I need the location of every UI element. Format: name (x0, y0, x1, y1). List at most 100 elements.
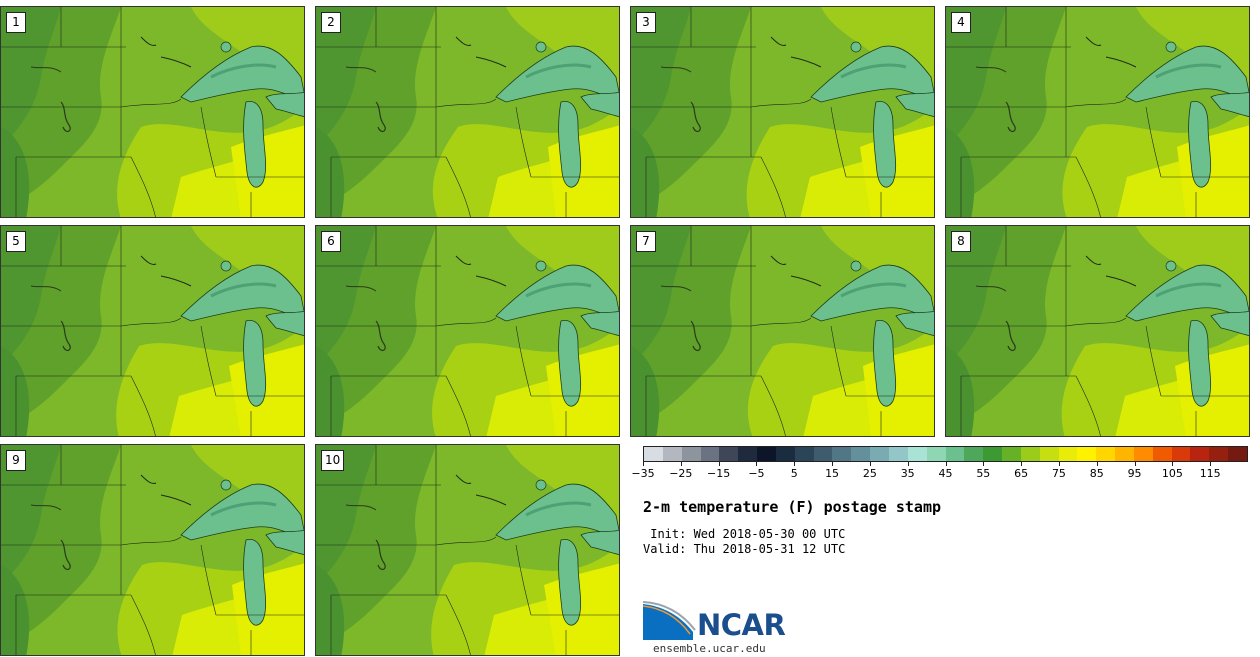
postage-stamp-panel-8: 8 (945, 225, 1250, 437)
temperature-map (946, 226, 1249, 436)
colorbar-cell (907, 447, 927, 461)
colorbar-cell (662, 447, 682, 461)
colorbar-cell (945, 447, 965, 461)
colorbar-tickmark (794, 462, 796, 466)
colorbar-cell (757, 447, 776, 461)
colorbar-cell (1002, 447, 1021, 461)
colorbar-tick-label: 95 (1127, 467, 1142, 480)
colorbar-tickmark (680, 462, 682, 466)
temperature-map (316, 7, 619, 217)
colorbar-tickmark (643, 462, 644, 466)
colorbar-cell (832, 447, 852, 461)
panel-label: 4 (951, 12, 971, 33)
colorbar-cell (870, 447, 889, 461)
panel-label: 6 (321, 231, 341, 252)
colorbar-tick-label: 65 (1014, 467, 1029, 480)
site-url: ensemble.ucar.edu (653, 642, 766, 655)
postage-stamp-panel-9: 9 (0, 444, 305, 656)
panel-label: 7 (636, 231, 656, 252)
colorbar-cell (1190, 447, 1210, 461)
postage-stamp-panel-5: 5 (0, 225, 305, 437)
colorbar-tick-label: −35 (631, 467, 655, 480)
colorbar-tickmark (1096, 462, 1098, 466)
postage-stamp-panel-4: 4 (945, 6, 1250, 218)
temperature-map (1, 226, 304, 436)
colorbar-cell (1228, 447, 1247, 461)
temperature-map (631, 7, 934, 217)
colorbar-cell (1096, 447, 1116, 461)
colorbar-tickmark (869, 462, 871, 466)
colorbar-tickmark (1172, 462, 1174, 466)
colorbar-tick-label: 5 (790, 467, 798, 480)
colorbar-cell (644, 447, 663, 461)
colorbar-tick-label: −25 (669, 467, 693, 480)
colorbar-tickmark (756, 462, 758, 466)
colorbar-cell (1039, 447, 1059, 461)
colorbar-cell (813, 447, 833, 461)
colorbar-tick-label: 75 (1051, 467, 1066, 480)
colorbar-cell (1077, 447, 1097, 461)
colorbar-tick-label: 45 (938, 467, 953, 480)
colorbar-cell (1020, 447, 1040, 461)
colorbar-tickmark (983, 462, 985, 466)
colorbar-cell (700, 447, 720, 461)
panel-label: 2 (321, 12, 341, 33)
colorbar-cell (1058, 447, 1078, 461)
colorbar-cell (775, 447, 795, 461)
colorbar-cell (719, 447, 739, 461)
colorbar-cell (738, 447, 758, 461)
colorbar-tick-label: 15 (825, 467, 840, 480)
colorbar-cell (1152, 447, 1172, 461)
init-time: Init: Wed 2018-05-30 00 UTC (643, 527, 846, 541)
colorbar-tickmark (907, 462, 909, 466)
postage-stamp-panel-2: 2 (315, 6, 620, 218)
panel-label: 5 (6, 231, 26, 252)
colorbar-tickmark (1210, 462, 1212, 466)
temperature-map (316, 226, 619, 436)
panel-label: 9 (6, 450, 26, 471)
colorbar-cell (1115, 447, 1134, 461)
colorbar-cell (1133, 447, 1153, 461)
colorbar-cell (926, 447, 946, 461)
colorbar-tick-label: 105 (1161, 467, 1183, 480)
temperature-map (1, 7, 304, 217)
chart-title: 2-m temperature (F) postage stamp (643, 498, 942, 516)
temperature-map (631, 226, 934, 436)
postage-stamp-panel-7: 7 (630, 225, 935, 437)
logo-wordmark: NCAR (697, 608, 786, 642)
temperature-map (946, 7, 1249, 217)
colorbar-cell (681, 447, 701, 461)
colorbar-cell (888, 447, 908, 461)
colorbar-cell (851, 447, 871, 461)
colorbar-tickmark (832, 462, 834, 466)
colorbar-cell (964, 447, 984, 461)
colorbar-cell (983, 447, 1003, 461)
colorbar-tick-label: −5 (748, 467, 765, 480)
panel-label: 1 (6, 12, 26, 33)
postage-stamp-panel-6: 6 (315, 225, 620, 437)
panel-label: 3 (636, 12, 656, 33)
colorbar-tick-labels: −35 −25 −15 −5 5 15 25 35 45 55 65 75 85 95 105 115 (631, 462, 1248, 482)
temperature-colorbar (643, 446, 1248, 462)
ncar-logo-icon (643, 601, 696, 640)
colorbar-tick-label: 115 (1199, 467, 1221, 480)
colorbar-tickmark (1021, 462, 1023, 466)
panel-label: 8 (951, 231, 971, 252)
colorbar-cell (794, 447, 814, 461)
panel-label: 10 (321, 450, 345, 471)
colorbar-tick-label: 55 (976, 467, 991, 480)
colorbar-cell (1209, 447, 1229, 461)
postage-stamp-panel-1: 1 (0, 6, 305, 218)
colorbar-tickmark (1058, 462, 1060, 466)
colorbar-tick-label: −15 (707, 467, 731, 480)
temperature-map (316, 445, 619, 655)
postage-stamp-panel-3: 3 (630, 6, 935, 218)
temperature-map (1, 445, 304, 655)
valid-time: Valid: Thu 2018-05-31 12 UTC (643, 542, 846, 556)
colorbar-tick-label: 85 (1089, 467, 1104, 480)
colorbar-tickmark (718, 462, 720, 466)
colorbar-cell (1171, 447, 1191, 461)
colorbar-tickmark (945, 462, 947, 466)
postage-stamp-panel-10: 10 (315, 444, 620, 656)
colorbar-tick-label: 35 (900, 467, 915, 480)
